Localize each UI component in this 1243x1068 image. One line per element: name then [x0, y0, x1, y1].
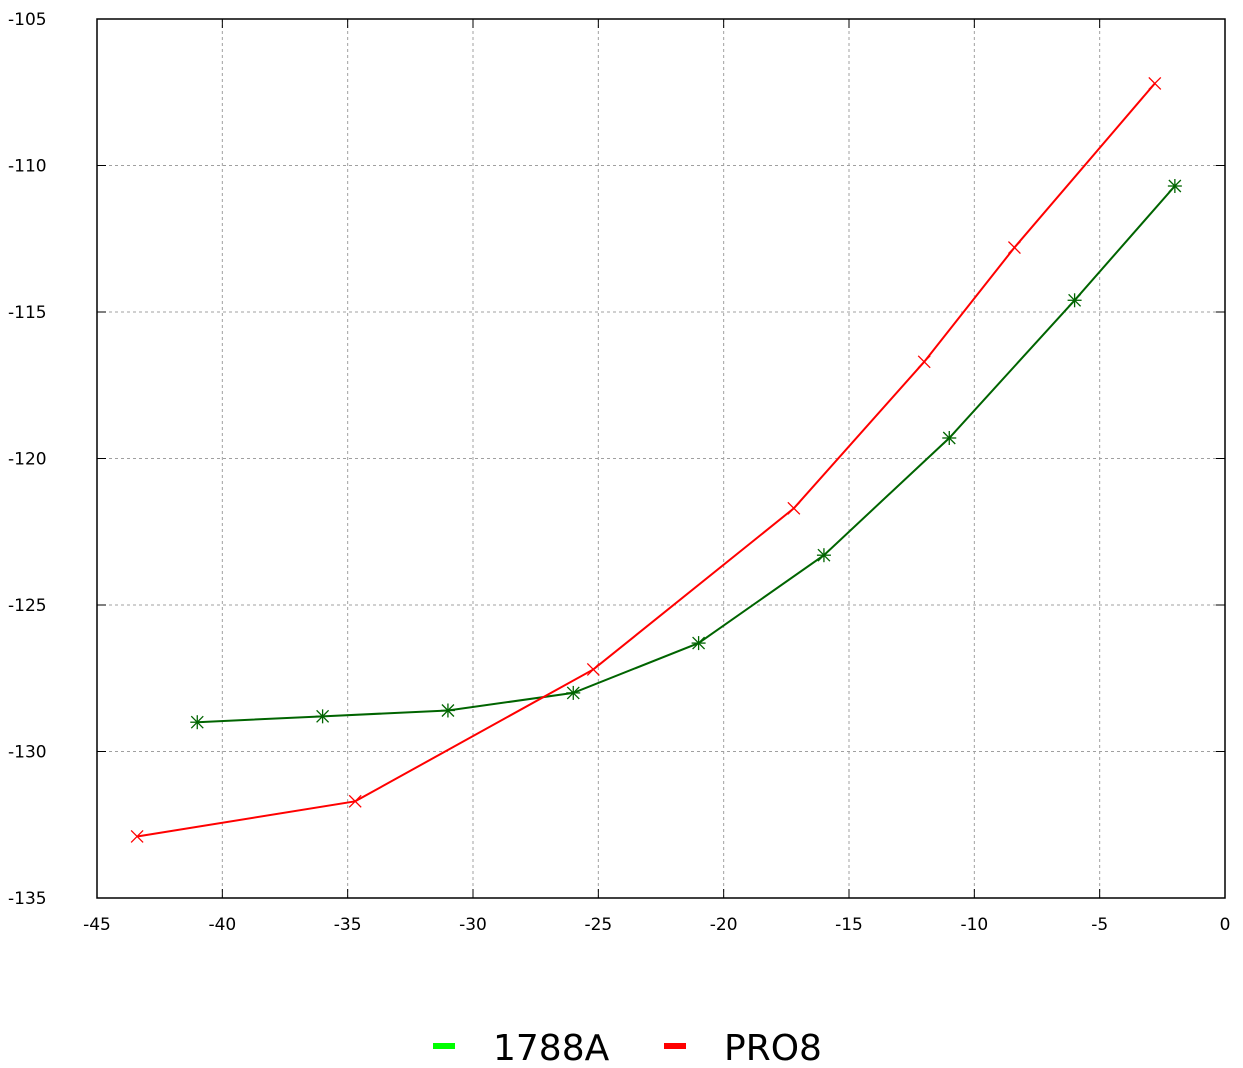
- x-tick-label: -5: [1091, 915, 1108, 935]
- data-point-pro8: [586, 663, 600, 676]
- y-tick-label: -110: [8, 157, 47, 177]
- x-tick-label: 0: [1220, 915, 1231, 935]
- data-point-pro8: [130, 830, 144, 843]
- x-tick-label: -35: [334, 915, 362, 935]
- legend-swatch: [664, 1043, 686, 1049]
- plot-border: [96, 18, 1226, 899]
- data-point-pro8: [1007, 241, 1021, 254]
- grid: [97, 19, 1225, 898]
- y-tick-label: -115: [8, 303, 47, 323]
- data-point-pro8: [787, 501, 801, 515]
- legend-label: PRO8: [724, 1028, 822, 1064]
- data-point-pro8: [1148, 77, 1162, 90]
- data-point-1788a: [566, 685, 581, 700]
- x-tick-label: -10: [960, 915, 988, 935]
- x-tick-label: -40: [208, 915, 236, 935]
- y-tick-label: -135: [8, 889, 47, 909]
- data-point-1788a: [315, 709, 330, 724]
- legend-label: 1788A: [493, 1028, 610, 1064]
- data-point-pro8: [348, 794, 362, 808]
- x-tick-label: -45: [83, 915, 111, 935]
- y-tick-label: -105: [8, 10, 47, 30]
- plot-frame: [96, 18, 1226, 899]
- legend-item-pro8: PRO8: [664, 1028, 822, 1068]
- legend-item-1788a: 1788A: [433, 1028, 610, 1068]
- x-tick-label: -30: [459, 915, 487, 935]
- data-point-1788a: [1167, 179, 1182, 194]
- data-point-1788a: [440, 703, 455, 718]
- data-point-1788a: [816, 548, 831, 563]
- series-lines: [130, 77, 1182, 843]
- x-tick-label: -15: [835, 915, 863, 935]
- data-point-1788a: [942, 430, 957, 445]
- data-point-pro8: [917, 355, 931, 369]
- y-tick-label: -130: [8, 743, 47, 763]
- y-tick-label: -120: [8, 450, 47, 470]
- legend: 1788A PRO8: [433, 1028, 822, 1068]
- x-tick-label: -25: [584, 915, 612, 935]
- y-tick-label: -125: [8, 596, 47, 616]
- x-tick-label: -20: [710, 915, 738, 935]
- series-line-1788a: [197, 185, 1176, 724]
- series-line-pro8: [136, 82, 1156, 838]
- data-point-1788a: [691, 636, 706, 651]
- legend-swatch: [433, 1043, 455, 1049]
- data-point-1788a: [1067, 293, 1082, 308]
- data-point-1788a: [190, 715, 205, 730]
- tick-labels: -45 -40 -35 -30 -25 -20 -15 -10 -5 0 -105 -110 -115 -…: [8, 10, 1230, 935]
